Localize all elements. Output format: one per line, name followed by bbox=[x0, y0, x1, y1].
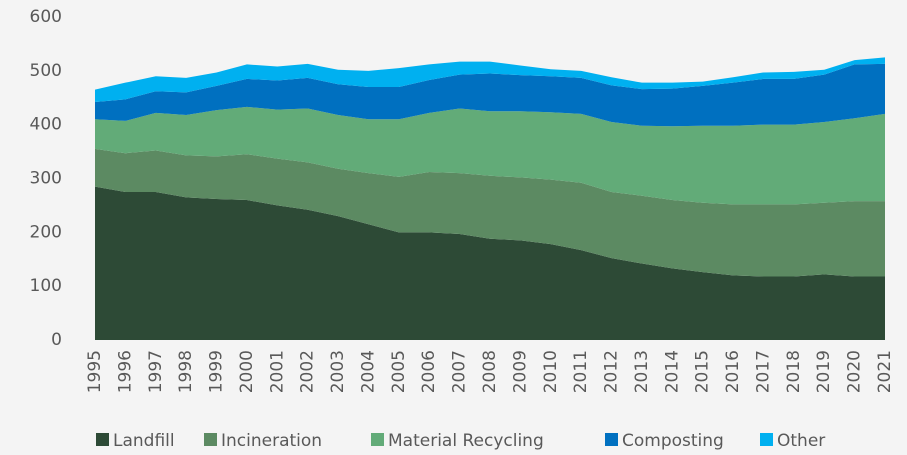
x-tick-label: 2005 bbox=[389, 350, 409, 393]
x-tick-label: 2000 bbox=[237, 350, 257, 393]
x-tick-label: 2008 bbox=[480, 350, 500, 393]
legend-label: Other bbox=[777, 431, 825, 451]
legend-swatch bbox=[760, 433, 773, 446]
y-tick-label: 400 bbox=[30, 115, 62, 135]
y-tick-label: 300 bbox=[30, 169, 62, 189]
x-tick-label: 2011 bbox=[571, 350, 591, 393]
y-tick-label: 500 bbox=[30, 61, 62, 81]
x-tick-label: 1997 bbox=[146, 350, 166, 393]
x-tick-label: 2015 bbox=[693, 350, 713, 393]
y-tick-label: 100 bbox=[30, 276, 62, 296]
x-tick-label: 2014 bbox=[662, 350, 682, 393]
legend-swatch bbox=[605, 433, 618, 446]
x-tick-label: 2004 bbox=[358, 350, 378, 393]
x-tick-label: 2013 bbox=[632, 350, 652, 393]
x-tick-label: 2020 bbox=[845, 350, 865, 393]
x-tick-label: 2012 bbox=[602, 350, 622, 393]
legend-label: Landfill bbox=[113, 431, 175, 451]
legend-label: Composting bbox=[622, 431, 724, 451]
area bbox=[95, 63, 885, 127]
x-tick-label: 2018 bbox=[784, 350, 804, 393]
y-tick-label: 200 bbox=[30, 222, 62, 242]
x-tick-label: 1999 bbox=[207, 350, 227, 393]
area bbox=[95, 186, 885, 340]
x-tick-label: 2021 bbox=[875, 350, 895, 393]
x-tick-label: 1998 bbox=[176, 350, 196, 393]
legend-swatch bbox=[204, 433, 217, 446]
legend-swatch bbox=[371, 433, 384, 446]
x-tick-label: 2002 bbox=[298, 350, 318, 393]
x-tick-label: 2007 bbox=[450, 350, 470, 393]
x-tick-label: 1996 bbox=[115, 350, 135, 393]
y-tick-label: 600 bbox=[30, 7, 62, 27]
x-tick-label: 2009 bbox=[510, 350, 530, 393]
x-tick-label: 2006 bbox=[419, 350, 439, 393]
y-tick-label: 0 bbox=[51, 330, 62, 350]
x-tick-label: 2003 bbox=[328, 350, 348, 393]
legend-swatch bbox=[96, 433, 109, 446]
x-tick-label: 1995 bbox=[85, 350, 105, 393]
x-tick-label: 2019 bbox=[814, 350, 834, 393]
x-tick-label: 2016 bbox=[723, 350, 743, 393]
legend-label: Incineration bbox=[221, 431, 322, 451]
area bbox=[95, 57, 885, 103]
legend-label: Material Recycling bbox=[388, 431, 544, 451]
area bbox=[95, 148, 885, 277]
area bbox=[95, 106, 885, 205]
x-tick-label: 2017 bbox=[753, 350, 773, 393]
x-tick-label: 2001 bbox=[267, 350, 287, 393]
x-tick-label: 2010 bbox=[541, 350, 561, 393]
